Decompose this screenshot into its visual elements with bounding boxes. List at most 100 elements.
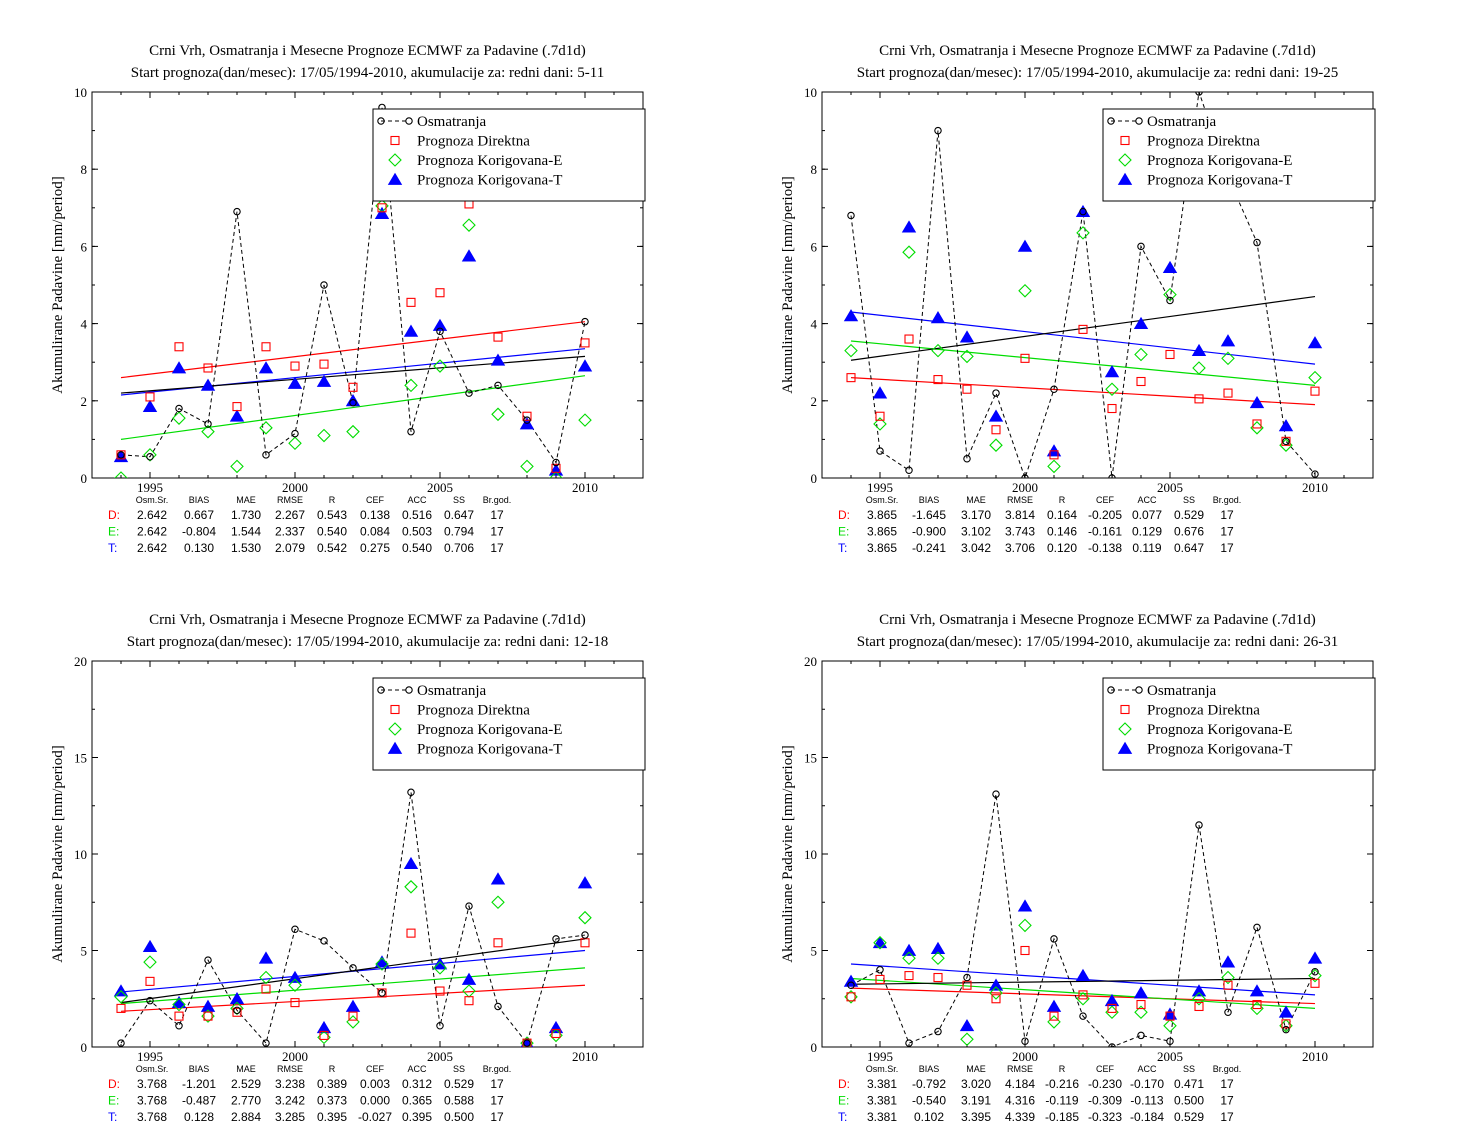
legend-entry: Prognoza Direktna [417, 703, 530, 719]
stats-cell: 0.540 [402, 541, 432, 555]
stats-cell: 0.471 [1174, 1077, 1204, 1091]
stats-cell: 2.884 [231, 1110, 261, 1124]
observation-point [1166, 296, 1174, 305]
corrected-e-point [931, 951, 945, 965]
stats-header-cell: SS [1183, 1064, 1195, 1074]
corrected-e-point [902, 245, 916, 259]
observation-point [847, 981, 855, 989]
corrected-e-point [172, 997, 186, 1012]
legend-box [1102, 108, 1376, 202]
corrected-t-point [258, 951, 274, 964]
corrected-t-point [200, 378, 216, 391]
legend-entry: Prognoza Direktna [1147, 703, 1260, 719]
stats-cell: 0.529 [444, 1077, 474, 1091]
corrected-t-point [988, 409, 1004, 422]
observation-point [494, 381, 502, 390]
stats-header-cell: RMSE [277, 495, 303, 505]
y-tick-label: 4 [81, 317, 88, 332]
direct-forecast-point [203, 363, 213, 373]
legend-direct-marker [1120, 704, 1130, 715]
corrected-t-point [1191, 984, 1207, 997]
chart-subtitle: Start prognoza(dan/mesec): 17/05/1994-20… [857, 634, 1339, 650]
stats-cell: 17 [490, 1110, 504, 1124]
observation-point [407, 427, 415, 436]
direct-forecast-point [522, 1038, 532, 1047]
stats-header-cell: R [329, 495, 336, 505]
observation-point [934, 1027, 942, 1036]
y-tick-label: 0 [81, 471, 88, 486]
stats-header-cell: SS [453, 495, 465, 505]
corrected-t-point [1017, 899, 1033, 912]
direct-forecast-point [933, 375, 943, 385]
stats-cell: 2.529 [231, 1077, 261, 1091]
stats-cell: 0.138 [360, 508, 390, 522]
x-tick-label: 2005 [1157, 480, 1183, 495]
direct-forecast-point [319, 359, 329, 369]
direct-forecast-point [1049, 450, 1059, 460]
stats-cell: 0.543 [317, 508, 347, 522]
stats-cell: -0.185 [1045, 1110, 1079, 1124]
stats-row-key: T: [838, 1110, 847, 1124]
stats-header-cell: Br.god. [1213, 495, 1242, 505]
observation-point [1311, 470, 1319, 478]
legend-box [1102, 677, 1376, 771]
stats-table: Osm.Sr. BIAS MAE RMSE R CEF ACC SS Br.god. D: 3.86… [838, 495, 1241, 555]
y-tick-label: 10 [74, 85, 87, 100]
y-tick-label: 6 [811, 239, 818, 254]
observation-point [262, 451, 270, 459]
direct-forecast-point [261, 984, 271, 994]
corrected-e-point [462, 218, 476, 232]
stats-row-key: D: [838, 508, 850, 522]
observation-point [1282, 437, 1290, 446]
corrected-e-point [201, 424, 215, 439]
stats-header-cell: ACC [407, 495, 427, 505]
legend-entry: Prognoza Direktna [1147, 134, 1260, 150]
stats-row-key: T: [108, 541, 117, 555]
stats-cell: 17 [1220, 1094, 1234, 1108]
y-tick-label: 5 [81, 944, 88, 959]
corrected-e-point [931, 343, 945, 358]
stats-cell: 3.285 [275, 1110, 305, 1124]
legend-corrected-e-marker [388, 722, 402, 736]
y-tick-label: 6 [81, 239, 88, 254]
observation-point [963, 454, 971, 463]
corrected-e-point [491, 407, 505, 422]
legend-corrected-t-marker [387, 741, 403, 754]
direct-forecast-point [406, 928, 416, 938]
direct-forecast-point [290, 361, 300, 371]
stats-cell: 3.191 [961, 1094, 991, 1108]
stats-cell: 0.275 [360, 541, 390, 555]
corrected-t-point [345, 999, 361, 1012]
stats-cell: -0.230 [1088, 1077, 1122, 1091]
direct-forecast-point [1136, 999, 1146, 1010]
observation-point [407, 788, 415, 796]
legend: Osmatranja Prognoza Direktna Prognoza Kori… [1102, 108, 1376, 202]
stats-cell: 0.706 [444, 541, 474, 555]
corrected-t-point [1017, 239, 1033, 252]
observation-point [905, 466, 913, 475]
stats-cell: -0.309 [1088, 1094, 1122, 1108]
stats-cell: 3.865 [867, 508, 897, 522]
direct-forecast-point [551, 1028, 561, 1039]
stats-cell: 0.588 [444, 1094, 474, 1108]
legend-entry: Prognoza Direktna [417, 134, 530, 150]
stats-header-cell: RMSE [1007, 495, 1033, 505]
observation-point [1253, 238, 1261, 247]
trend-line-observations [850, 977, 1316, 985]
stats-header-cell: BIAS [189, 1064, 210, 1074]
x-tick-label: 1995 [867, 480, 893, 495]
legend-observations-marker [405, 686, 413, 694]
stats-cell: 1.530 [231, 541, 261, 555]
corrected-e-point [172, 411, 186, 425]
stats-header-cell: ACC [1137, 1064, 1157, 1074]
direct-forecast-point [875, 974, 885, 985]
stats-cell: 3.865 [867, 541, 897, 555]
stats-cell: 0.129 [1132, 525, 1162, 539]
observation-point [146, 996, 154, 1005]
stats-cell: 0.647 [444, 508, 474, 522]
corrected-e-point [520, 459, 534, 474]
corrected-t-point [374, 206, 390, 219]
direct-forecast-point [493, 938, 503, 948]
stats-cell: 0.503 [402, 525, 432, 539]
